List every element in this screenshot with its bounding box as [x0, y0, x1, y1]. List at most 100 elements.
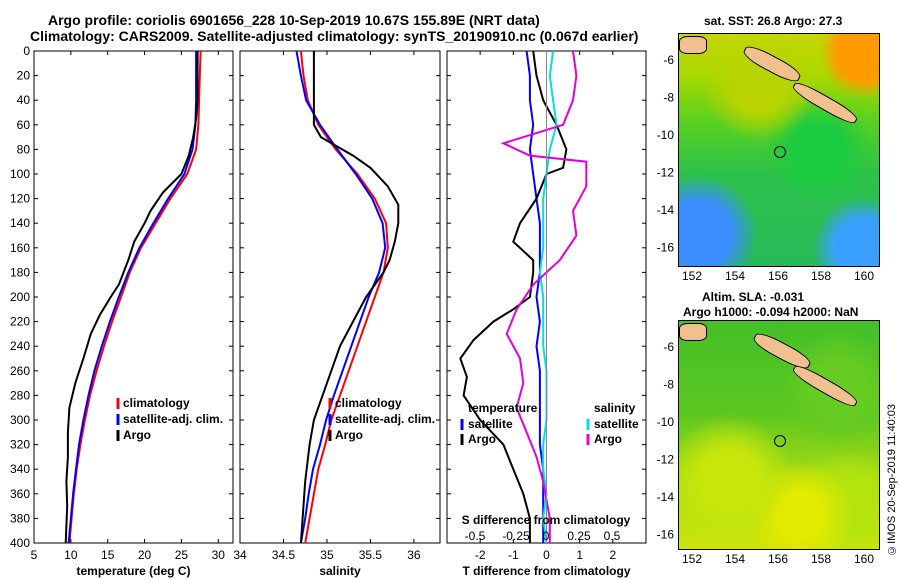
x-tick-label: -1 [508, 548, 519, 562]
x-tick-label: 1 [576, 548, 583, 562]
sst-map [678, 33, 880, 267]
legend-label: satellite [594, 417, 639, 431]
y-tick-label: 220 [10, 315, 30, 329]
x-tick-label: 0 [543, 548, 550, 562]
title-line-1: Argo profile: coriolis 6901656_228 10-Se… [48, 12, 540, 28]
legend-label: Argo [594, 432, 622, 446]
sla-map-island [679, 323, 707, 341]
legend-label: climatology [335, 396, 402, 410]
x-tick-label: 20 [138, 548, 152, 562]
y-tick-label: 180 [10, 265, 30, 279]
x-tick-label: 30 [212, 548, 226, 562]
map-y-tick-label: -16 [657, 241, 675, 255]
s-tick-label: 0.5 [604, 529, 621, 543]
map-x-tick-label: 154 [725, 269, 745, 283]
x-axis-label: temperature (deg C) [76, 564, 190, 578]
series-line-climatology [299, 50, 389, 544]
map-x-tick-label: 156 [768, 269, 788, 283]
legend-label: satellite [468, 417, 513, 431]
y-tick-label: 80 [17, 142, 31, 156]
sla-map-island [750, 329, 814, 373]
map-y-tick-label: -6 [663, 340, 674, 354]
y-tick-label: 300 [10, 413, 30, 427]
map-x-tick-label: 160 [854, 552, 874, 566]
s-tick-label: 0 [543, 529, 550, 543]
series-line-argo-t [459, 50, 568, 543]
series-line-argo [299, 51, 400, 544]
y-tick-label: 120 [10, 192, 30, 206]
series-line-climatology [68, 50, 202, 544]
map-x-tick-label: 160 [854, 269, 874, 283]
y-tick-label: 20 [17, 69, 31, 83]
legend-label: climatology [123, 396, 190, 410]
legend-label: Argo [335, 428, 363, 442]
series-line-s-argo [500, 50, 588, 543]
y-tick-label: 400 [10, 536, 30, 550]
series-line-satellite-adj-clim- [67, 51, 198, 544]
y-tick-label: 360 [10, 487, 30, 501]
y-tick-label: 260 [10, 364, 30, 378]
y-tick-label: 160 [10, 241, 30, 255]
series-line-s-satellite [538, 50, 558, 544]
series-line-t-satellite [525, 50, 545, 543]
y-tick-label: 380 [10, 511, 30, 525]
map-x-tick-label: 152 [682, 552, 702, 566]
map-y-tick-label: -12 [657, 166, 675, 180]
legend-title-temperature: temperature [468, 401, 538, 415]
sla-map-title-1: Altim. SLA: -0.031 [702, 290, 805, 304]
sst-map-island [790, 78, 860, 128]
legend-label: satellite-adj. clim. [335, 412, 435, 426]
x-tick-label: 10 [64, 548, 78, 562]
timestamp-stamp: ©IMOS 20-Sep-2019 11:40:03 [886, 404, 898, 556]
map-y-tick-label: -6 [663, 53, 674, 67]
s-axis-label: S difference from climatology [462, 513, 631, 527]
x-tick-label: 2 [609, 548, 616, 562]
map-x-tick-label: 158 [811, 269, 831, 283]
series-line-satellite-adj-clim- [295, 50, 387, 544]
sst-map-float-marker [774, 146, 786, 158]
x-tick-label: 34.5 [272, 548, 296, 562]
map-x-tick-label: 156 [768, 552, 788, 566]
map-y-tick-label: -12 [657, 453, 675, 467]
legend-title-salinity: salinity [594, 401, 636, 415]
s-tick-label: 0.25 [567, 529, 591, 543]
y-tick-label: 100 [10, 167, 30, 181]
x-axis-label: salinity [319, 564, 361, 578]
map-y-tick-label: -16 [657, 528, 675, 542]
map-x-tick-label: 158 [811, 552, 831, 566]
y-tick-label: 140 [10, 216, 30, 230]
x-tick-label: 5 [31, 548, 38, 562]
x-tick-label: 15 [101, 548, 115, 562]
s-tick-label: -0.5 [465, 529, 486, 543]
x-tick-label: 35 [320, 548, 334, 562]
plot-frame [239, 50, 441, 544]
map-y-tick-label: -14 [657, 490, 675, 504]
legend-label: satellite-adj. clim. [123, 412, 223, 426]
sla-map [678, 320, 880, 550]
map-y-tick-label: -8 [663, 378, 674, 392]
y-tick-label: 60 [17, 118, 31, 132]
x-tick-label: -2 [475, 548, 486, 562]
s-tick-label: -0.25 [502, 529, 530, 543]
title-line-2: Climatology: CARS2009. Satellite-adjuste… [30, 28, 639, 44]
sst-map-island [679, 36, 707, 54]
y-tick-label: 320 [10, 438, 30, 452]
sst-map-island [740, 42, 804, 86]
legend-label: Argo [123, 428, 151, 442]
map-x-tick-label: 154 [725, 552, 745, 566]
y-tick-label: 40 [17, 93, 31, 107]
legend-label: Argo [468, 432, 496, 446]
series-line-argo [64, 51, 199, 544]
plot-frame [33, 50, 234, 544]
y-tick-label: 280 [10, 388, 30, 402]
x-tick-label: 36 [407, 548, 421, 562]
sst-map-title: sat. SST: 26.8 Argo: 27.3 [704, 14, 843, 28]
map-y-tick-label: -8 [663, 91, 674, 105]
map-y-tick-label: -10 [657, 415, 675, 429]
y-tick-label: 0 [23, 44, 30, 58]
map-x-tick-label: 152 [682, 269, 702, 283]
map-y-tick-label: -14 [657, 203, 675, 217]
sla-map-title-2: Argo h1000: -0.094 h2000: NaN [683, 305, 859, 319]
sla-map-island [790, 361, 860, 411]
